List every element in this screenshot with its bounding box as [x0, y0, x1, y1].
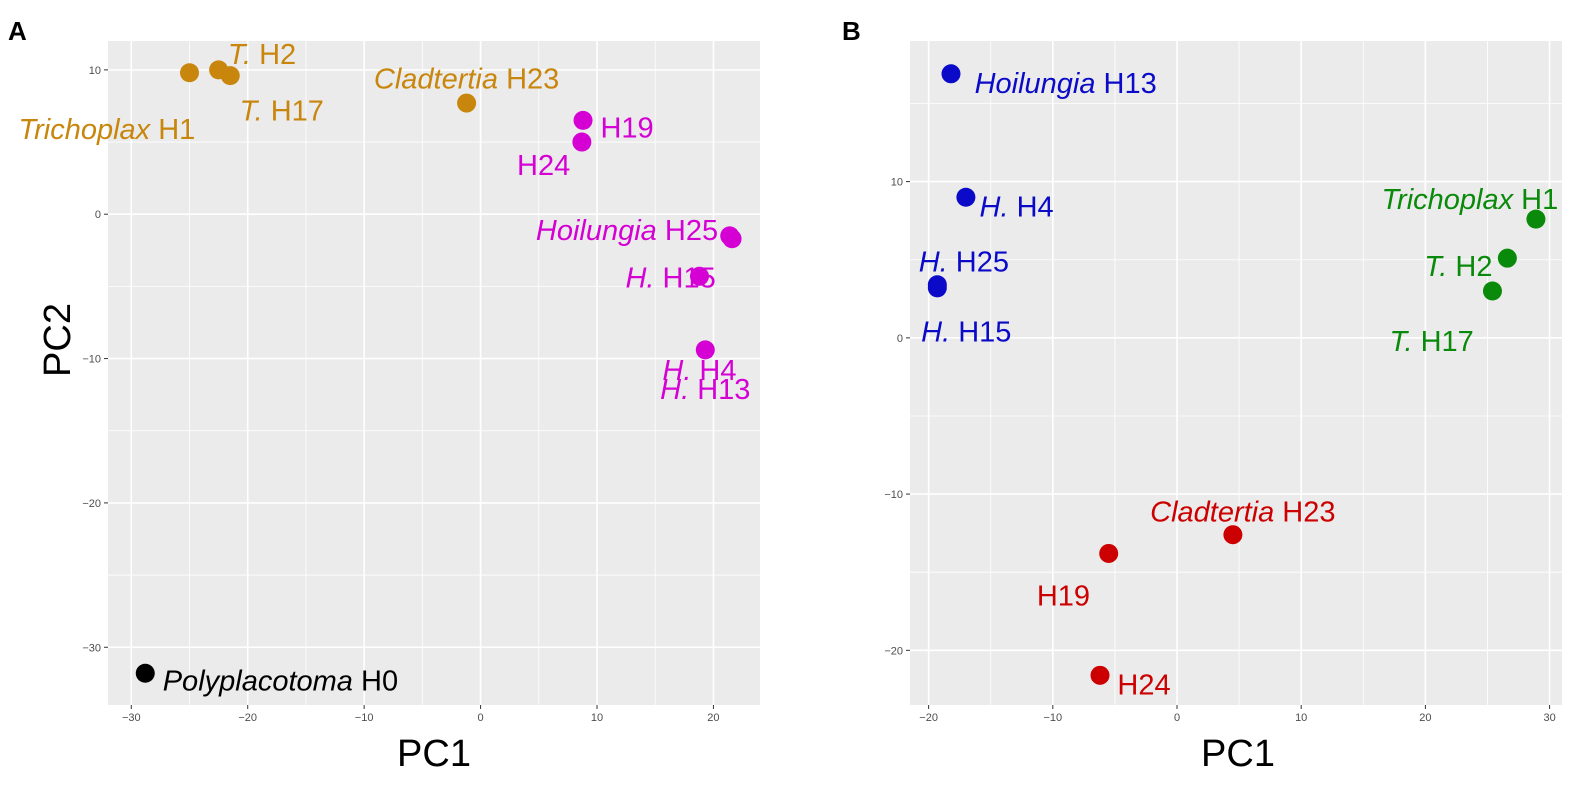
panel-a-x-axis-title: PC1 [397, 733, 471, 775]
panel-a-y-tick-label: −10 [82, 354, 101, 366]
panel-a-y-axis-title: PC2 [37, 303, 79, 377]
panel-a-y-tick-label: 10 [89, 65, 101, 77]
panel-b-x-tick-label: −20 [919, 712, 938, 724]
panel-b-point-h4 [956, 187, 976, 207]
panel-b-x-tick-label: −10 [1043, 712, 1062, 724]
panel-a-x-tick-label: 20 [707, 712, 719, 724]
panel-a-y-tick-label: −30 [82, 642, 101, 654]
panel-a-point-h19 [573, 110, 593, 130]
panel-b-y-tick-label: −10 [884, 489, 903, 501]
panel-b-point-label-h24: H24 [1117, 670, 1170, 702]
panel-b-ticks: −20 −10 0 10 20 30 −20 −10 0 10 [884, 177, 1555, 724]
panel-a-y-tick-label: −20 [82, 498, 101, 510]
panel-a-point-label-h4: H. H4 [662, 355, 736, 387]
panel-a: A −30 −20 −10 0 10 20 −30 −20 −10 0 10 Trichoplax … [8, 16, 760, 775]
panel-a-x-tick-label: 10 [591, 712, 603, 724]
panel-a-point-h13 [695, 340, 715, 360]
panel-b-point-h15 [927, 278, 947, 298]
panel-a-point-h1 [180, 63, 199, 83]
panel-a-point-h23 [457, 93, 477, 113]
panel-a-point-h0 [135, 663, 155, 683]
panel-b: B −20 −10 0 10 20 30 −20 −10 0 10 Hoilungia H13 H.… [842, 16, 1562, 775]
panel-b-y-tick-label: −20 [884, 645, 903, 657]
panel-a-point-label-h19: H19 [600, 113, 653, 145]
panel-a-point-label-h13: H. H13 [660, 374, 750, 406]
panel-b-x-tick-label: 20 [1419, 712, 1431, 724]
panel-b-x-axis-title: PC1 [1201, 733, 1275, 775]
panel-b-y-tick-label: 10 [891, 177, 903, 189]
panel-b-point-label-h25: H. H25 [919, 246, 1009, 278]
panel-b-point-label-h17: T. H17 [1389, 326, 1473, 358]
panel-b-point-label-h19: H19 [1037, 581, 1090, 613]
panel-a-point-label-h25: Hoilungia H25 [536, 215, 718, 247]
panel-a-point-h15 [720, 226, 740, 246]
panel-b-x-tick-label: 30 [1543, 712, 1555, 724]
panel-b-point-label-h23: Cladtertia H23 [1150, 496, 1335, 528]
panel-b-point-label-h15: H. H15 [921, 317, 1011, 349]
panel-b-point-label-h1: Trichoplax H1 [1382, 184, 1559, 216]
panel-b-x-tick-label: 10 [1295, 712, 1307, 724]
panel-a-point-h24 [572, 132, 592, 152]
panel-b-point-h2 [1497, 248, 1517, 268]
panel-b-point-h19 [1099, 543, 1119, 563]
panel-b-plot-background [910, 41, 1562, 705]
panel-a-point-label-h15: H. H15 [625, 263, 715, 295]
panel-a-point-label-h1: Trichoplax H1 [19, 114, 196, 146]
panel-a-point-h17 [220, 66, 240, 86]
panel-b-points: Hoilungia H13 H. H4 H. H25 H. H15 Trichoplax… [919, 64, 1559, 702]
panel-b-x-tick-label: 0 [1174, 712, 1180, 724]
panel-b-point-h13 [941, 64, 961, 84]
panel-a-plot-background [108, 41, 760, 705]
panel-a-y-tick-label: 0 [95, 209, 101, 221]
panel-b-point-label-h2: T. H2 [1424, 251, 1492, 283]
panel-a-point-label-h17: T. H17 [240, 95, 324, 127]
panel-a-point-label-h24: H24 [517, 150, 570, 182]
panel-a-x-tick-label: −20 [238, 712, 257, 724]
panel-b-point-h24 [1090, 665, 1110, 685]
panel-a-point-label-h2: T. H2 [228, 39, 296, 71]
panel-b-point-h1 [1526, 209, 1546, 229]
panel-a-x-tick-label: −10 [355, 712, 374, 724]
panel-b-gridlines [910, 41, 1562, 705]
panel-a-point-label-h0: Polyplacotoma H0 [163, 665, 398, 697]
panel-b-point-label-h13: Hoilungia H13 [975, 68, 1157, 100]
panel-a-points: Trichoplax H1 T. H2 T. H17 Cladtertia H23 H1… [19, 39, 751, 697]
panel-b-point-h23 [1223, 525, 1243, 545]
panel-a-letter: A [8, 16, 27, 46]
panel-b-letter: B [842, 16, 861, 46]
panel-a-ticks: −30 −20 −10 0 10 20 −30 −20 −10 0 10 [82, 65, 719, 724]
panel-a-point-label-h23: Cladtertia H23 [374, 64, 559, 96]
panel-a-gridlines [108, 41, 760, 705]
panel-b-point-label-h4: H. H4 [980, 192, 1054, 224]
panel-a-point-h4 [689, 266, 709, 286]
panel-a-x-tick-label: −30 [122, 712, 141, 724]
panel-a-x-tick-label: 0 [478, 712, 484, 724]
panel-b-point-h17 [1482, 281, 1502, 301]
panel-b-y-tick-label: 0 [897, 333, 903, 345]
